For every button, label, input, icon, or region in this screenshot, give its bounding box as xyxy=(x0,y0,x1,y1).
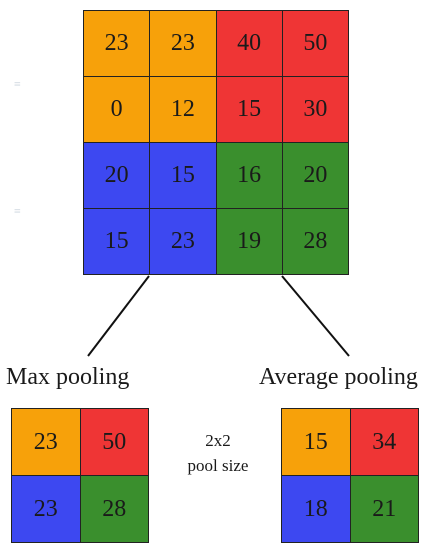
input-feature-map-cell: 23 xyxy=(84,11,150,76)
average-pooling-output-cell: 34 xyxy=(350,409,418,475)
max-pooling-output-cell: 23 xyxy=(12,409,80,475)
average-pooling-output-cell: 15 xyxy=(282,409,350,475)
pool-size-caption: 2x2 pool size xyxy=(170,428,266,478)
input-feature-map-cell: 15 xyxy=(150,143,216,208)
input-feature-map-cell: 0 xyxy=(84,77,150,142)
average-pooling-output-cell: 21 xyxy=(350,476,418,542)
input-feature-map-cell: 40 xyxy=(216,11,282,76)
input-feature-map-cell: 19 xyxy=(216,209,282,274)
average-pooling-output: 15 34 18 21 xyxy=(281,408,419,543)
max-pooling-output: 23 50 23 28 xyxy=(11,408,149,543)
input-feature-map: 23 23 40 50 0 12 15 30 20 15 16 20 15 23 19 28 xyxy=(83,10,349,275)
faint-artifact-upper: ≡ xyxy=(14,77,21,91)
connector-line-max xyxy=(87,275,150,357)
faint-artifact-lower: ≡ xyxy=(14,204,21,218)
max-pooling-output-cell: 23 xyxy=(12,476,80,542)
max-pooling-output-cell: 50 xyxy=(80,409,148,475)
input-feature-map-cell: 50 xyxy=(282,11,348,76)
max-pooling-output-cell: 28 xyxy=(80,476,148,542)
pool-size-text: pool size xyxy=(187,456,249,475)
input-feature-map-cell: 23 xyxy=(150,209,216,274)
pool-size-dimensions: 2x2 xyxy=(205,431,231,450)
max-pooling-label: Max pooling xyxy=(6,364,130,390)
input-feature-map-cell: 15 xyxy=(216,77,282,142)
input-feature-map-cell: 16 xyxy=(216,143,282,208)
input-feature-map-cell: 12 xyxy=(150,77,216,142)
average-pooling-output-cell: 18 xyxy=(282,476,350,542)
connector-line-average xyxy=(281,275,350,357)
input-feature-map-cell: 30 xyxy=(282,77,348,142)
input-feature-map-cell: 15 xyxy=(84,209,150,274)
input-feature-map-cell: 20 xyxy=(84,143,150,208)
input-feature-map-cell: 23 xyxy=(150,11,216,76)
input-feature-map-cell: 28 xyxy=(282,209,348,274)
input-feature-map-cell: 20 xyxy=(282,143,348,208)
average-pooling-label: Average pooling xyxy=(259,364,418,390)
